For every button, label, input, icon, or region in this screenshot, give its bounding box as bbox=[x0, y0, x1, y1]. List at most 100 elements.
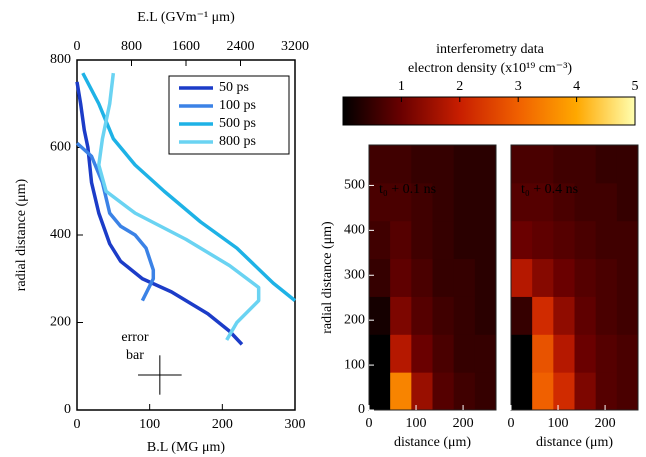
heatmap-cell bbox=[390, 296, 412, 334]
heatmap-cell bbox=[575, 259, 597, 297]
heatmap-cell bbox=[596, 296, 618, 334]
heatmap-cell bbox=[553, 259, 575, 297]
heatmap-cell bbox=[617, 221, 639, 259]
heatmap-cell bbox=[553, 334, 575, 372]
heatmap-cell bbox=[532, 334, 554, 372]
heatmap-cell bbox=[475, 296, 497, 334]
heatmap-cell bbox=[390, 145, 412, 183]
y-tick-label: 400 bbox=[344, 223, 365, 238]
x-tick-label: 0 bbox=[366, 416, 373, 431]
colorbar-tick-label: 4 bbox=[573, 79, 580, 94]
heatmap-cell bbox=[411, 145, 433, 183]
x2-tick-label: 0 bbox=[74, 39, 81, 54]
legend-label: 50 ps bbox=[219, 80, 249, 95]
y-tick-label: 500 bbox=[344, 178, 365, 193]
y-tick-label: 200 bbox=[50, 315, 71, 330]
heatmap-cell bbox=[596, 372, 618, 410]
colorbar-title: interferometry data bbox=[436, 42, 544, 57]
heatmap-cell bbox=[575, 334, 597, 372]
x-tick-label: 200 bbox=[453, 416, 474, 431]
y-tick-label: 800 bbox=[50, 52, 71, 67]
colorbar-tick-label: 1 bbox=[398, 79, 405, 94]
x-axis-label: distance (μm) bbox=[536, 435, 613, 450]
heatmap-cell bbox=[369, 221, 391, 259]
x2-tick-label: 3200 bbox=[281, 39, 309, 54]
x-tick-label: 100 bbox=[139, 417, 160, 432]
y-tick-label: 100 bbox=[344, 357, 365, 372]
heatmap-cell bbox=[617, 183, 639, 221]
heatmap-cell bbox=[475, 259, 497, 297]
heatmap-cell bbox=[454, 372, 476, 410]
annotation: bar bbox=[126, 348, 144, 363]
figure: 010020030008001600240032000200400600800B… bbox=[0, 0, 646, 457]
x-tick-label: 200 bbox=[212, 417, 233, 432]
x-tick-label: 0 bbox=[508, 416, 515, 431]
heatmap-cell bbox=[454, 334, 476, 372]
legend-label: 500 ps bbox=[219, 116, 256, 131]
heatmap-cell bbox=[617, 334, 639, 372]
heatmap-cell bbox=[433, 221, 455, 259]
heatmap-cell bbox=[390, 334, 412, 372]
heatmap-cell bbox=[575, 221, 597, 259]
y-tick-label: 300 bbox=[344, 267, 365, 282]
y-tick-label: 0 bbox=[358, 402, 365, 417]
x-axis-label: distance (μm) bbox=[394, 435, 471, 450]
heatmap-cell bbox=[596, 221, 618, 259]
heatmap-cell bbox=[532, 372, 554, 410]
x-tick-label: 300 bbox=[285, 417, 306, 432]
heatmap-cell bbox=[475, 334, 497, 372]
panel-label: t₀ + 0.1 ns bbox=[379, 182, 436, 197]
heatmap-cell bbox=[454, 296, 476, 334]
x2-tick-label: 1600 bbox=[172, 39, 200, 54]
heatmap-cell bbox=[475, 145, 497, 183]
legend-label: 800 ps bbox=[219, 134, 256, 149]
heatmap-cell bbox=[390, 221, 412, 259]
heatmap-cell bbox=[596, 259, 618, 297]
heatmap-cell bbox=[369, 334, 391, 372]
x2-axis-label: E.L (GVm⁻¹ μm) bbox=[137, 10, 235, 25]
heatmap-cell bbox=[454, 145, 476, 183]
heatmap-cell bbox=[411, 259, 433, 297]
heatmap-cell bbox=[553, 221, 575, 259]
heatmap-cell bbox=[369, 372, 391, 410]
heatmap-cell bbox=[369, 296, 391, 334]
x-tick-label: 100 bbox=[548, 416, 569, 431]
colorbar bbox=[343, 97, 635, 125]
heatmap-cell bbox=[433, 145, 455, 183]
colorbar-tick-label: 5 bbox=[632, 79, 639, 94]
page: 010020030008001600240032000200400600800B… bbox=[0, 0, 646, 457]
heatmap-cell bbox=[390, 259, 412, 297]
heatmap-cell bbox=[617, 259, 639, 297]
heatmap-cell bbox=[369, 259, 391, 297]
heatmap-cell bbox=[596, 334, 618, 372]
x-tick-label: 200 bbox=[595, 416, 616, 431]
heatmap-cell bbox=[411, 221, 433, 259]
x-axis-label: B.L (MG μm) bbox=[147, 440, 225, 455]
heatmap-cell bbox=[511, 145, 533, 183]
colorbar-tick-label: 3 bbox=[515, 79, 522, 94]
heatmap-cell bbox=[433, 259, 455, 297]
y-axis-label: radial distance (μm) bbox=[320, 221, 335, 334]
annotation: error bbox=[121, 330, 149, 345]
y-tick-label: 200 bbox=[344, 312, 365, 327]
heatmap-cell bbox=[475, 372, 497, 410]
heatmap-cell bbox=[575, 372, 597, 410]
heatmap-cell bbox=[532, 145, 554, 183]
y-tick-label: 600 bbox=[50, 140, 71, 155]
heatmap-cell bbox=[553, 296, 575, 334]
y-tick-label: 400 bbox=[50, 227, 71, 242]
heatmap-cell bbox=[553, 372, 575, 410]
heatmap-cell bbox=[511, 221, 533, 259]
heatmap-cell bbox=[532, 296, 554, 334]
heatmap-cell bbox=[454, 183, 476, 221]
heatmap-cell bbox=[454, 221, 476, 259]
y-tick-label: 0 bbox=[64, 402, 71, 417]
heatmap-cell bbox=[454, 259, 476, 297]
heatmap-cell bbox=[553, 145, 575, 183]
heatmap-cell bbox=[511, 259, 533, 297]
heatmap-cell bbox=[475, 221, 497, 259]
heatmap-cell bbox=[617, 145, 639, 183]
heatmap-cell bbox=[433, 296, 455, 334]
panel-label: t₀ + 0.4 ns bbox=[521, 182, 578, 197]
y-axis-label: radial distance (μm) bbox=[14, 178, 29, 291]
